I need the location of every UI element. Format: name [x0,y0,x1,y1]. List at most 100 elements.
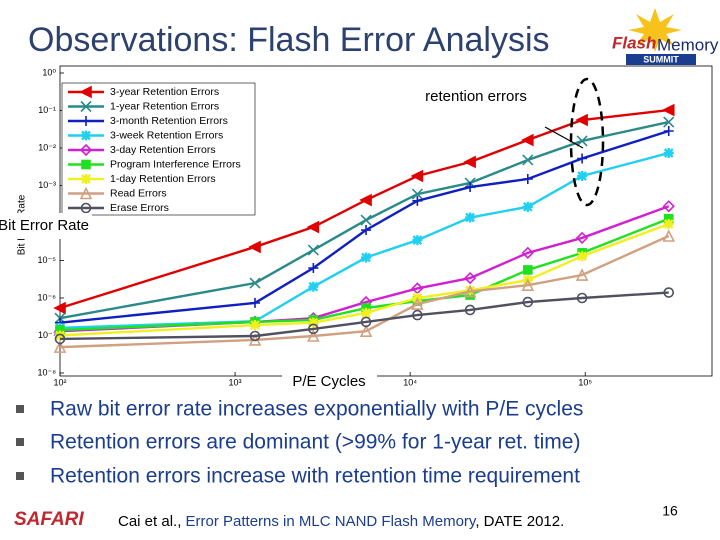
marker [576,292,588,304]
marker [308,317,319,328]
marker [53,340,67,353]
bullet-text: Retention errors increase with retention… [50,465,580,488]
marker [521,246,534,259]
marker [410,169,424,183]
marker [307,329,320,342]
logo-band [626,54,696,65]
marker [361,307,372,318]
chart: 10⁻⁸10⁻⁷10⁻⁶10⁻⁵10⁻⁴10⁻³10⁻²10⁻¹10⁰10²10… [0,65,713,394]
citation-text: , DATE 2012. [475,513,564,530]
marker [359,193,372,207]
legend-marker [80,202,92,214]
legend-marker [79,85,92,99]
marker [360,316,372,328]
marker [249,330,261,342]
marker [577,171,588,182]
legend-label: 3-week Retention Errors [110,129,223,141]
marker [307,244,319,256]
marker [577,251,588,262]
logo-word: Flash [612,33,656,52]
marker [249,277,261,289]
legend-label: Erase Errors [110,202,169,214]
legend-label: 3-month Retention Errors [110,115,228,127]
marker [521,278,535,291]
footer-logo: SAFARI [14,509,84,530]
marker [463,271,477,285]
series-line [59,234,670,349]
marker [576,135,588,147]
slide-title: Observations: Flash Error Analysis [28,21,550,59]
marker [54,333,66,345]
marker [248,240,261,254]
bullet-text: Raw bit error rate increases exponential… [50,398,583,421]
marker [663,126,674,137]
logo-sun [628,8,682,52]
annotation-text: retention errors [425,88,527,105]
marker [411,188,423,200]
bullet-marker [16,438,24,446]
marker [575,113,588,127]
marker [360,214,372,226]
y-tick-label: 10⁻⁸ [37,367,56,377]
marker [463,284,477,298]
legend-label: 3-day Retention Errors [110,144,216,156]
citation-text: Cai et al., [118,513,186,530]
legend-marker [79,143,93,157]
x-axis-label-box [282,370,377,394]
legend-marker [81,159,91,170]
y-tick-label: 10⁻⁷ [38,330,56,340]
marker [663,116,675,128]
marker [306,220,320,234]
marker [250,320,261,331]
y-tick-label: 10⁻⁵ [38,255,57,265]
series-line [59,291,669,341]
y-tick-label: 10⁻⁶ [38,292,57,302]
y-tick-label: 10⁻³ [38,180,56,190]
marker [522,174,533,185]
annotation-arrow [544,126,584,149]
marker [522,201,533,212]
marker [465,212,476,223]
legend-label: 3-year Retention Errors [110,86,219,98]
marker [308,323,319,335]
logo: Flash Memory SUMMIT [612,8,719,65]
marker [661,103,675,117]
marker [577,153,588,164]
marker [55,330,65,341]
logo-word: Memory [657,35,719,54]
marker [663,219,674,230]
marker [411,297,424,310]
x-axis-label: P/E Cycles [292,373,365,390]
marker [359,324,373,338]
marker [662,229,676,242]
x-tick-label: 10⁴ [403,377,417,387]
y-axis-label: Bit Error Rate [0,217,89,234]
bullet-marker [16,472,24,480]
x-tick-label: 10³ [229,377,242,387]
y-tick-label: 10⁰ [42,67,56,77]
marker [361,225,372,236]
y-tick-label: 10⁻¹ [38,105,56,115]
marker [250,297,261,308]
marker [522,154,534,166]
logo-word: SUMMIT [643,54,679,64]
legend-label: 1-year Retention Errors [110,100,219,112]
bullet-marker [16,405,24,413]
legend-marker [81,174,91,184]
marker [522,265,533,275]
marker [412,309,423,321]
marker [522,296,534,308]
annotation-box [408,84,543,108]
legend-label: Read Errors [110,187,167,199]
marker [575,231,589,245]
citation-link[interactable]: Error Patterns in MLC NAND Flash Memory [186,513,477,530]
bullet-text: Retention errors are dominant (>99% for … [50,431,580,454]
marker [412,235,423,246]
x-tick-label: 10⁵ [578,377,592,387]
y-tick-label: 10⁻² [38,142,56,152]
marker [663,147,674,158]
legend-label: Program Interference Errors [110,158,241,170]
citation: Cai et al., Error Patterns in MLC NAND F… [118,513,564,530]
